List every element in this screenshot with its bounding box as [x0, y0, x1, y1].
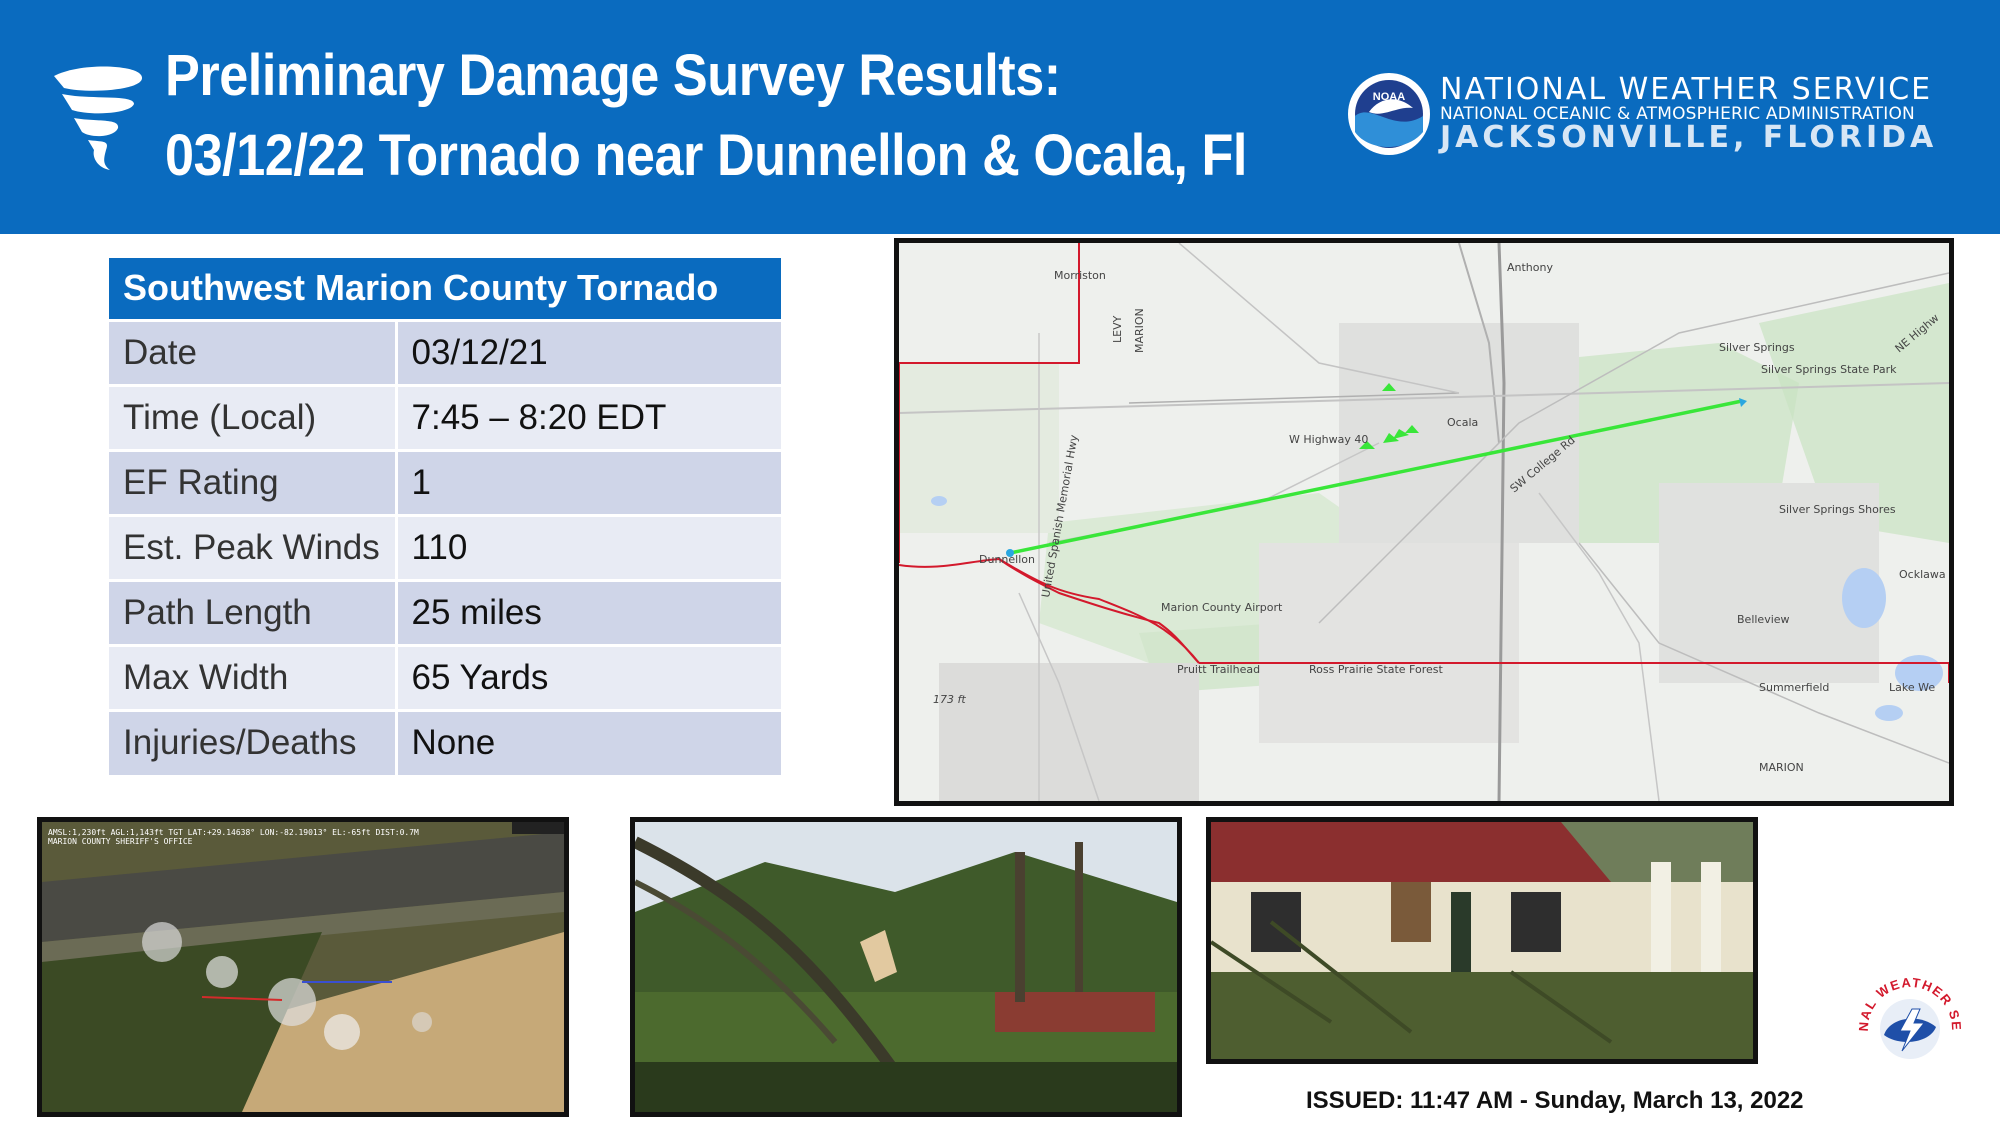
aerial-hud-text: AMSL:1,230ft AGL:1,143ft TGT LAT:+29.146…: [48, 828, 419, 846]
map-label-ocala: Ocala: [1447, 416, 1478, 429]
table-row: Date 03/12/21: [109, 318, 781, 385]
map-label-w-highway-40: W Highway 40: [1289, 433, 1368, 446]
table-row: EF Rating 1: [109, 448, 781, 515]
tornado-track-line: [1009, 399, 1743, 555]
table-title: Southwest Marion County Tornado: [109, 258, 781, 320]
aerial-photo-image: [42, 822, 564, 1112]
tree-damage-photo[interactable]: [630, 817, 1182, 1117]
noaa-logo-icon: NOAA: [1348, 73, 1430, 155]
row-label: Time (Local): [109, 383, 398, 450]
table-row: Est. Peak Winds 110: [109, 513, 781, 580]
row-label: Max Width: [109, 643, 398, 710]
table-row: Path Length 25 miles: [109, 578, 781, 645]
table-row: Time (Local) 7:45 – 8:20 EDT: [109, 383, 781, 450]
map-label-silver-springs: Silver Springs: [1719, 341, 1795, 354]
table-row: Injuries/Deaths None: [109, 708, 781, 775]
noaa-logo-text: NOAA: [1373, 91, 1405, 103]
row-label: Date: [109, 318, 398, 385]
map-label-marion-county-airport: Marion County Airport: [1161, 601, 1283, 614]
map-label-pruitt-trailhead: Pruitt Trailhead: [1177, 663, 1260, 676]
row-value: 03/12/21: [396, 318, 781, 385]
map-label-marion-vertical: MARION: [1133, 308, 1146, 353]
header-banner: Preliminary Damage Survey Results: 03/12…: [0, 0, 2000, 234]
agency-subname: NATIONAL OCEANIC & ATMOSPHERIC ADMINISTR…: [1440, 104, 1915, 124]
map-label-anthony: Anthony: [1507, 261, 1553, 274]
track-start-marker: [1006, 549, 1014, 557]
map-label-silver-springs-state-park: Silver Springs State Park: [1761, 363, 1897, 376]
agency-office: JACKSONVILLE, FLORIDA: [1440, 120, 1938, 155]
agency-name: NATIONAL WEATHER SERVICE: [1440, 72, 1933, 107]
tornado-track-map[interactable]: Morriston Anthony LEVY MARION Silver Spr…: [894, 238, 1954, 806]
page-title-line2: 03/12/22 Tornado near Dunnellon & Ocala,…: [165, 123, 1247, 188]
issued-timestamp: ISSUED: 11:47 AM - Sunday, March 13, 202…: [1306, 1087, 1804, 1114]
map-label-marion-bottom: MARION: [1759, 761, 1804, 774]
tornado-icon: [54, 66, 142, 170]
map-label-dunnellon: Dunnellon: [979, 553, 1035, 566]
row-label: Est. Peak Winds: [109, 513, 398, 580]
map-label-elevation: 173 ft: [933, 693, 966, 706]
house-photo-image: [1211, 822, 1753, 1059]
tree-photo-image: [635, 822, 1177, 1112]
map-label-morriston: Morriston: [1054, 269, 1106, 282]
aerial-damage-photo[interactable]: AMSL:1,230ft AGL:1,143ft TGT LAT:+29.146…: [37, 817, 569, 1117]
house-damage-photo[interactable]: [1206, 817, 1758, 1064]
row-value: 1: [396, 448, 781, 515]
row-value: 7:45 – 8:20 EDT: [396, 383, 781, 450]
map-label-levy: LEVY: [1111, 315, 1124, 343]
page-title-line1: Preliminary Damage Survey Results:: [165, 43, 1061, 108]
map-label-belleview: Belleview: [1737, 613, 1790, 626]
row-label: EF Rating: [109, 448, 398, 515]
map-label-summerfield: Summerfield: [1759, 681, 1829, 694]
nws-seal-icon: NATIONAL WEATHER SERVICE: [1850, 965, 1966, 1081]
aerial-hud-line1: AMSL:1,230ft AGL:1,143ft TGT LAT:+29.146…: [48, 828, 419, 837]
map-label-lake-weir: Lake We: [1889, 681, 1935, 694]
aerial-hud-line2: MARION COUNTY SHERIFF'S OFFICE: [48, 837, 193, 846]
map-canvas: Morriston Anthony LEVY MARION Silver Spr…: [899, 243, 1949, 801]
tornado-info-table: Southwest Marion County Tornado Date 03/…: [109, 258, 781, 775]
row-value: 110: [396, 513, 781, 580]
row-label: Path Length: [109, 578, 398, 645]
row-value: None: [396, 708, 781, 775]
map-label-ocklawaha: Ocklawa Prai Refu: [1899, 568, 1949, 581]
row-label: Injuries/Deaths: [109, 708, 398, 775]
map-label-ross-prairie: Ross Prairie State Forest: [1309, 663, 1443, 676]
row-value: 65 Yards: [396, 643, 781, 710]
track-end-marker: [1739, 398, 1747, 407]
row-value: 25 miles: [396, 578, 781, 645]
table-row: Max Width 65 Yards: [109, 643, 781, 710]
map-label-silver-springs-shores: Silver Springs Shores: [1779, 503, 1896, 516]
